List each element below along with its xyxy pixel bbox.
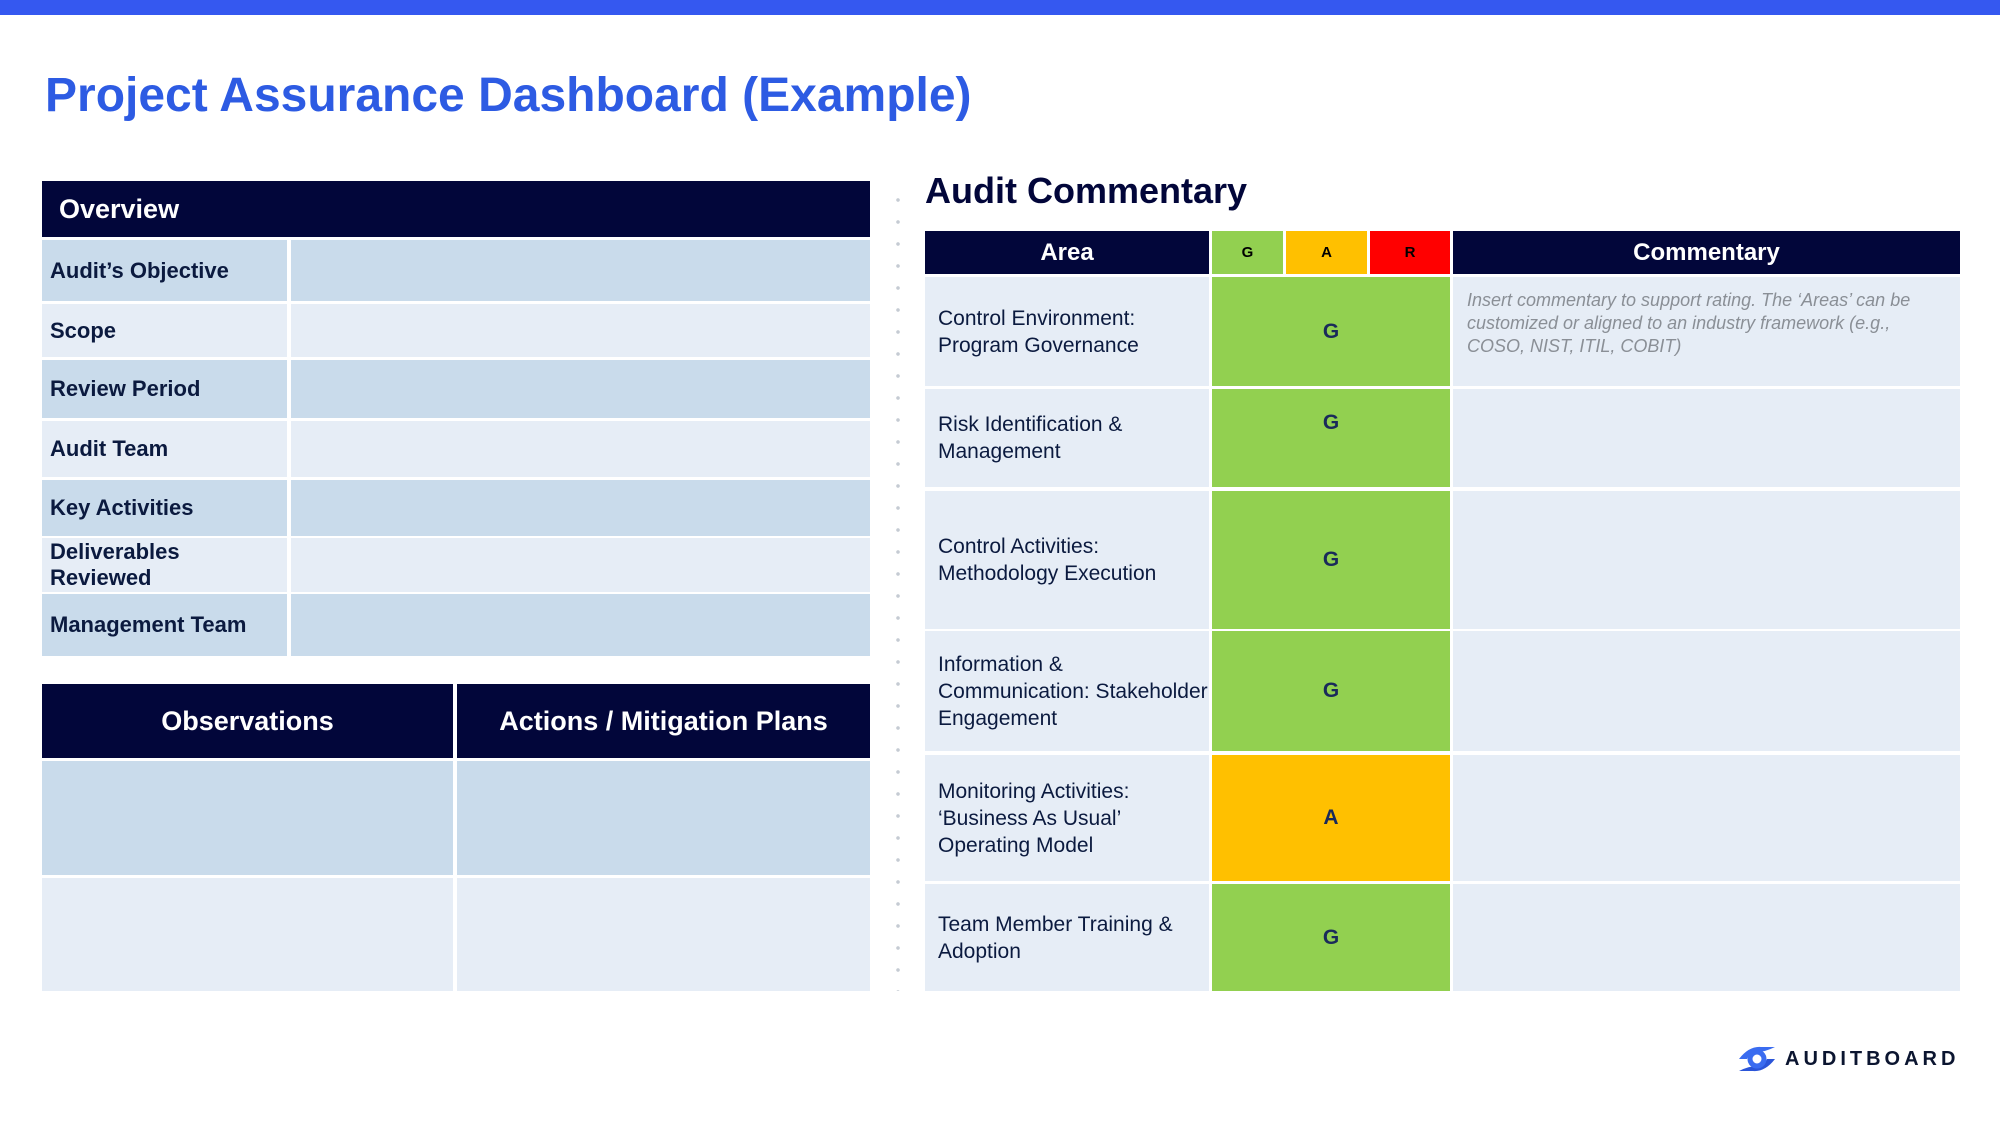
overview-label: Deliverables Reviewed <box>42 538 287 592</box>
overview-label: Scope <box>42 304 287 357</box>
commentary-cell[interactable] <box>1453 389 1960 487</box>
overview-value[interactable] <box>291 304 870 357</box>
area-cell: Monitoring Activities: ‘Business As Usua… <box>925 755 1209 881</box>
commentary-cell[interactable] <box>1453 631 1960 751</box>
observation-cell[interactable] <box>42 878 453 991</box>
overview-label: Key Activities <box>42 480 287 536</box>
commentary-header: Commentary <box>1453 231 1960 274</box>
page-title: Project Assurance Dashboard (Example) <box>45 69 972 122</box>
observations-header: Observations <box>42 684 453 758</box>
overview-value[interactable] <box>291 594 870 656</box>
commentary-cell[interactable] <box>1453 884 1960 991</box>
commentary-cell[interactable] <box>1453 755 1960 881</box>
top-accent-bar <box>0 0 2000 15</box>
overview-value[interactable] <box>291 480 870 536</box>
actions-header: Actions / Mitigation Plans <box>457 684 870 758</box>
action-cell[interactable] <box>457 761 870 875</box>
rating-cell: G <box>1212 277 1450 386</box>
overview-value[interactable] <box>291 421 870 477</box>
overview-header: Overview <box>42 181 870 237</box>
action-cell[interactable] <box>457 878 870 991</box>
auditboard-logo-icon <box>1739 1046 1775 1072</box>
overview-label: Management Team <box>42 594 287 656</box>
overview-value[interactable] <box>291 360 870 418</box>
dotted-divider <box>896 189 900 991</box>
commentary-cell[interactable]: Insert commentary to support rating. The… <box>1453 277 1960 386</box>
green-header: G <box>1212 231 1283 274</box>
area-cell: Control Activities: Methodology Executio… <box>925 491 1209 629</box>
auditboard-logo: AUDITBOARD <box>1737 1044 1959 1074</box>
area-cell: Risk Identification & Management <box>925 389 1209 487</box>
red-header: R <box>1370 231 1450 274</box>
rating-cell: G <box>1212 491 1450 629</box>
logo-text: AUDITBOARD <box>1785 1047 1960 1070</box>
rating-cell: G <box>1212 389 1450 487</box>
overview-label: Review Period <box>42 360 287 418</box>
rating-cell: G <box>1212 884 1450 991</box>
audit-commentary-title: Audit Commentary <box>925 170 1248 211</box>
area-header: Area <box>925 231 1209 274</box>
overview-value[interactable] <box>291 240 870 301</box>
rating-cell: G <box>1212 631 1450 751</box>
rating-cell: A <box>1212 755 1450 881</box>
observation-cell[interactable] <box>42 761 453 875</box>
overview-label: Audit’s Objective <box>42 240 287 301</box>
overview-value[interactable] <box>291 538 870 592</box>
area-cell: Team Member Training & Adoption <box>925 884 1209 991</box>
amber-header: A <box>1286 231 1367 274</box>
area-cell: Control Environment: Program Governance <box>925 277 1209 386</box>
area-cell: Information & Communication: Stakeholder… <box>925 631 1209 751</box>
commentary-cell[interactable] <box>1453 491 1960 629</box>
overview-label: Audit Team <box>42 421 287 477</box>
